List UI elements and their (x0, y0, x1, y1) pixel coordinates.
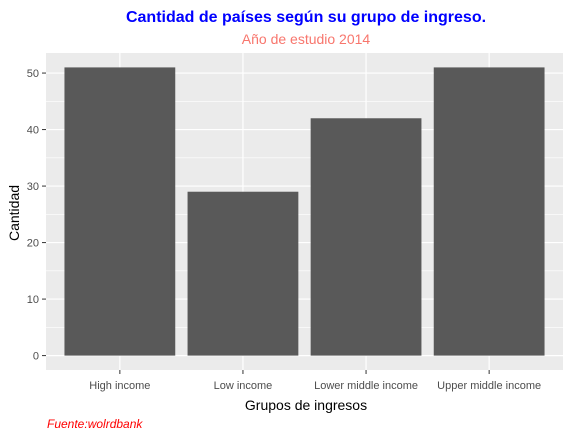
y-tick-label: 20 (27, 238, 39, 250)
x-tick-label: High income (89, 380, 150, 392)
x-tick-label: Lower middle income (314, 380, 418, 392)
y-axis-title: Cantidad (6, 185, 22, 241)
bar (64, 67, 176, 356)
x-axis-title: Grupos de ingresos (245, 397, 367, 413)
y-tick-label: 30 (27, 181, 39, 193)
y-tick-label: 40 (27, 125, 39, 137)
bar (310, 118, 422, 356)
bar (433, 67, 545, 356)
x-tick-label: Upper middle income (437, 380, 541, 392)
y-tick-label: 0 (33, 351, 39, 363)
x-axis-ticks: High income Low income Lower middle income… (89, 370, 541, 392)
bars (64, 67, 545, 356)
bar (187, 191, 299, 356)
chart-title: Cantidad de países según su grupo de ing… (126, 9, 486, 26)
y-tick-label: 10 (27, 294, 39, 306)
y-axis-ticks: 0 10 20 30 40 50 (27, 68, 46, 363)
x-tick-label: Low income (214, 380, 273, 392)
y-tick-label: 50 (27, 68, 39, 80)
chart-subtitle: Año de estudio 2014 (242, 31, 371, 47)
chart-caption: Fuente:wolrdbank (47, 417, 143, 431)
